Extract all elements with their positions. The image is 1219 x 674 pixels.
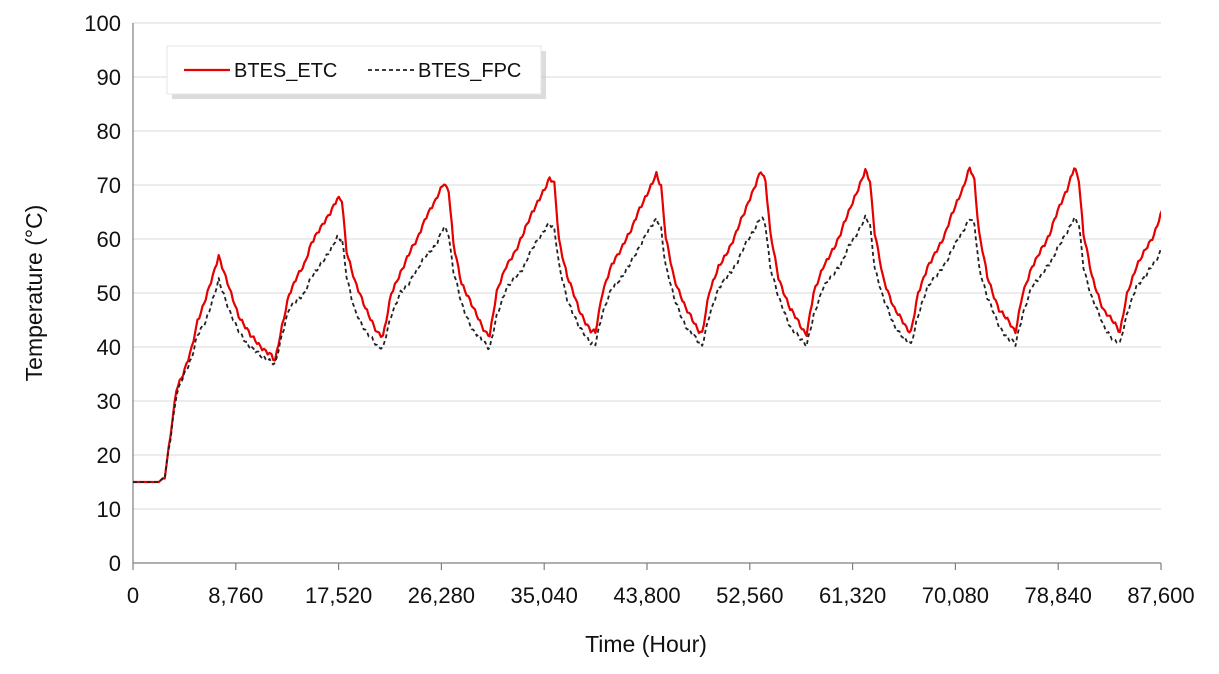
x-tick-label: 0 (127, 583, 139, 608)
x-tick-label: 8,760 (208, 583, 263, 608)
y-tick-label: 50 (97, 281, 121, 306)
y-tick-label: 40 (97, 335, 121, 360)
x-tick-label: 61,320 (819, 583, 886, 608)
x-tick-label: 43,800 (613, 583, 680, 608)
legend: BTES_ETC BTES_FPC (166, 45, 546, 99)
y-tick-label: 90 (97, 65, 121, 90)
axes (132, 23, 1162, 570)
x-tick-label: 26,280 (408, 583, 475, 608)
y-tick-label: 30 (97, 389, 121, 414)
legend-label: BTES_FPC (418, 60, 521, 82)
y-tick-label: 70 (97, 173, 121, 198)
y-tick-label: 80 (97, 119, 121, 144)
series-lines (133, 166, 1161, 484)
y-tick-label: 0 (109, 551, 121, 576)
x-axis-title: Time (Hour) (585, 631, 707, 657)
y-tick-label: 10 (97, 497, 121, 522)
y-tick-labels: 0 10 20 30 40 50 60 70 80 90 100 (84, 11, 121, 576)
x-tick-label: 35,040 (511, 583, 578, 608)
x-tick-label: 52,560 (716, 583, 783, 608)
series-line-btes-etc (133, 166, 1161, 484)
gridlines (133, 22, 1161, 510)
x-tick-label: 87,600 (1127, 583, 1194, 608)
y-tick-label: 60 (97, 227, 121, 252)
y-axis-title: Temperature (°C) (21, 205, 47, 382)
y-tick-label: 20 (97, 443, 121, 468)
y-tick-label: 100 (84, 11, 121, 36)
x-tick-labels: 0 8,760 17,520 26,280 35,040 43,800 52,560 61,3… (127, 583, 1195, 608)
x-tick-label: 78,840 (1025, 583, 1092, 608)
x-tick-label: 70,080 (922, 583, 989, 608)
x-tick-label: 17,520 (305, 583, 372, 608)
legend-label: BTES_ETC (234, 60, 337, 82)
series-line-btes-fpc (133, 214, 1161, 483)
